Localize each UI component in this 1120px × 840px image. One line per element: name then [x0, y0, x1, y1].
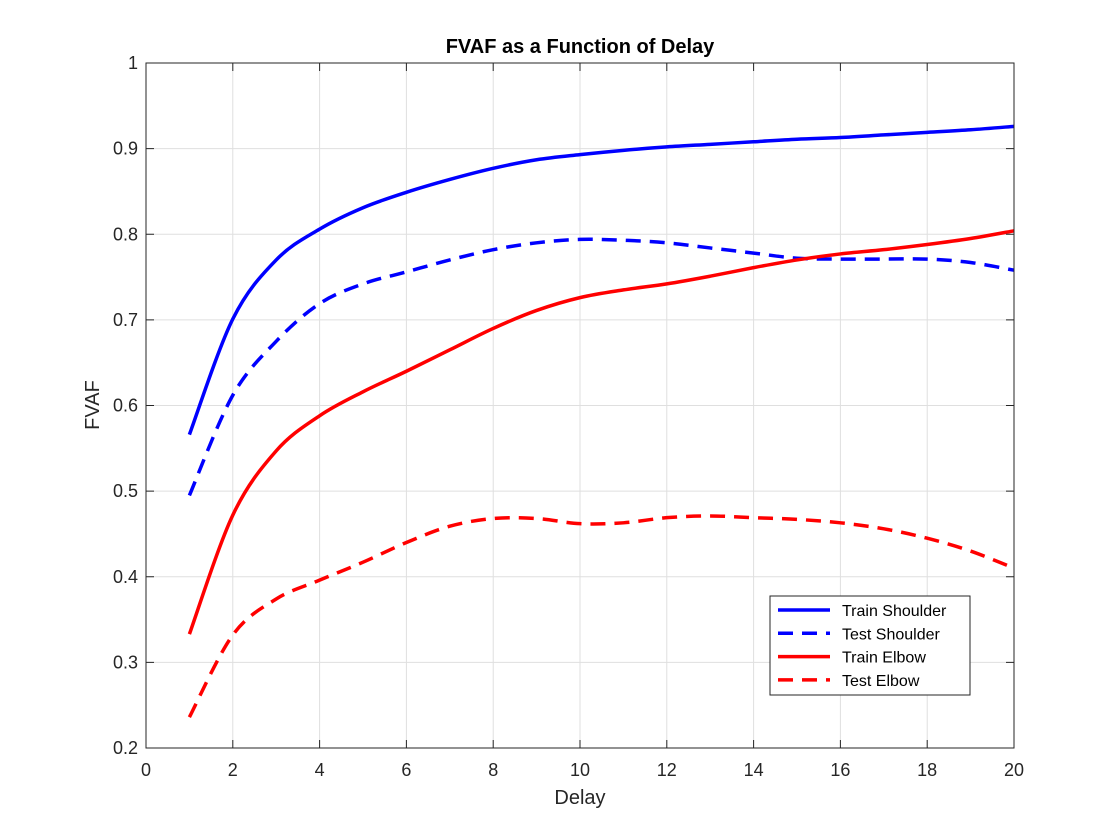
series-line-test-elbow [187, 514, 1015, 718]
x-tick-label: 4 [315, 760, 325, 780]
y-tick-label: 0.6 [113, 396, 138, 416]
y-tick-label: 0.2 [113, 738, 138, 758]
y-tick-label: 0.5 [113, 481, 138, 501]
x-tick-label: 14 [744, 760, 764, 780]
x-tick-label: 16 [830, 760, 850, 780]
x-tick-label: 10 [570, 760, 590, 780]
y-tick-label: 0.3 [113, 652, 138, 672]
y-tick-label: 0.9 [113, 139, 138, 159]
y-tick-label: 0.7 [113, 310, 138, 330]
legend-entry-label: Train Elbow [842, 650, 926, 667]
x-tick-label: 12 [657, 760, 677, 780]
x-tick-label: 8 [488, 760, 498, 780]
series-line-train-elbow [187, 229, 1015, 635]
legend-entry-label: Test Shoulder [842, 626, 941, 643]
axis-ticks: 0 2 4 6 8 10 12 14 16 18 20 0.2 0.3 0.4 0.5 0.6 0.7 0.8 0.… [113, 53, 1024, 780]
x-tick-label: 0 [141, 760, 151, 780]
y-tick-label: 0.4 [113, 567, 138, 587]
legend-entry-label: Train Shoulder [842, 603, 947, 620]
x-tick-label: 20 [1004, 760, 1024, 780]
x-axis-label: Delay [554, 787, 605, 809]
legend-entry-label: Test Elbow [842, 673, 920, 690]
y-tick-label: 0.8 [113, 224, 138, 244]
x-tick-label: 6 [401, 760, 411, 780]
x-tick-label: 18 [917, 760, 937, 780]
series-lines [187, 124, 1015, 718]
series-line-train-shoulder [187, 124, 1015, 436]
chart-title: FVAF as a Function of Delay [446, 36, 715, 58]
y-tick-label: 1 [128, 53, 138, 73]
y-axis-label: FVAF [82, 380, 104, 430]
legend: Train Shoulder Test Shoulder Train Elbow Te… [769, 595, 971, 696]
x-tick-label: 2 [228, 760, 238, 780]
series-line-test-shoulder [187, 237, 1015, 497]
